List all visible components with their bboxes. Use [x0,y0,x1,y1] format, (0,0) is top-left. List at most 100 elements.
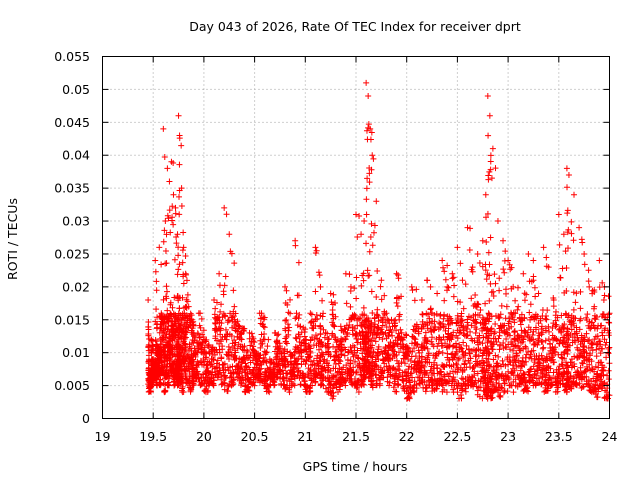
data-point [377,381,383,387]
data-point [364,185,370,191]
data-point [523,292,529,298]
data-point [292,243,298,249]
data-point [366,272,372,278]
data-point [161,239,167,245]
data-point [419,297,425,303]
data-point [316,269,322,275]
data-point [437,325,443,331]
data-point [441,268,447,274]
data-point [504,304,510,310]
data-point [164,260,170,266]
data-point [265,337,271,343]
data-point [483,192,489,198]
data-point [492,321,498,327]
data-point [439,258,445,264]
data-point [170,222,176,228]
data-point [412,297,418,303]
data-point [145,297,151,303]
data-point [587,351,593,357]
data-point [454,244,460,250]
data-point [185,292,191,298]
data-point [556,211,562,217]
data-point [348,284,354,290]
data-point [173,211,179,217]
data-point [365,267,371,273]
data-point [371,230,377,236]
data-point [197,310,203,316]
data-point [488,159,494,165]
data-point [491,271,497,277]
data-point [543,254,549,260]
y-tick-label: 0.025 [54,246,90,261]
data-point [370,242,376,248]
data-point [451,274,457,280]
data-point [598,350,604,356]
data-point [580,384,586,390]
data-point [296,260,302,266]
data-point [434,290,440,296]
data-point [275,331,281,337]
data-point [522,290,528,296]
data-point [544,307,550,313]
data-point [428,305,434,311]
data-point [451,294,457,300]
data-point [424,277,430,283]
data-point [544,317,550,323]
data-point [490,289,496,295]
x-tick-label: 19.5 [139,429,167,444]
y-tick-label: 0.005 [54,378,90,393]
data-point [571,307,577,313]
data-point [368,234,374,240]
data-point [395,272,401,278]
data-point [184,277,190,283]
data-point [354,340,360,346]
x-tick-label: 22.5 [443,429,471,444]
data-point [374,307,380,313]
data-point [512,329,518,335]
data-point [564,184,570,190]
data-point [492,165,498,171]
data-point [181,244,187,250]
data-point [503,286,509,292]
data-point [344,300,350,306]
data-point [353,211,359,217]
data-point [392,388,398,394]
data-point [551,303,557,309]
data-point [309,311,315,317]
data-point [463,281,469,287]
data-point [368,136,374,142]
data-point [312,288,318,294]
data-point [557,242,563,248]
data-point [361,218,367,224]
data-point [598,323,604,329]
data-point [223,327,229,333]
data-point [505,258,511,264]
data-point [501,270,507,276]
data-point [363,240,369,246]
data-point [365,93,371,99]
data-point [170,192,176,198]
data-point [586,278,592,284]
y-tick-label: 0.02 [62,279,90,294]
data-point [606,368,612,374]
data-point [512,298,518,304]
data-point [441,298,447,304]
data-point [492,281,498,287]
data-point [293,335,299,341]
data-point [540,345,546,351]
data-point [282,284,288,290]
data-point [532,285,538,291]
data-point [224,211,230,217]
data-points [145,80,612,402]
data-point [173,234,179,240]
data-point [354,234,360,240]
data-point [459,277,465,283]
data-point [284,288,290,294]
data-point [318,284,324,290]
data-point [294,292,300,298]
chart-title: Day 043 of 2026, Rate Of TEC Index for r… [189,19,521,34]
data-point [222,282,228,288]
data-point [314,312,320,318]
data-point [510,389,516,395]
data-point [180,247,186,253]
